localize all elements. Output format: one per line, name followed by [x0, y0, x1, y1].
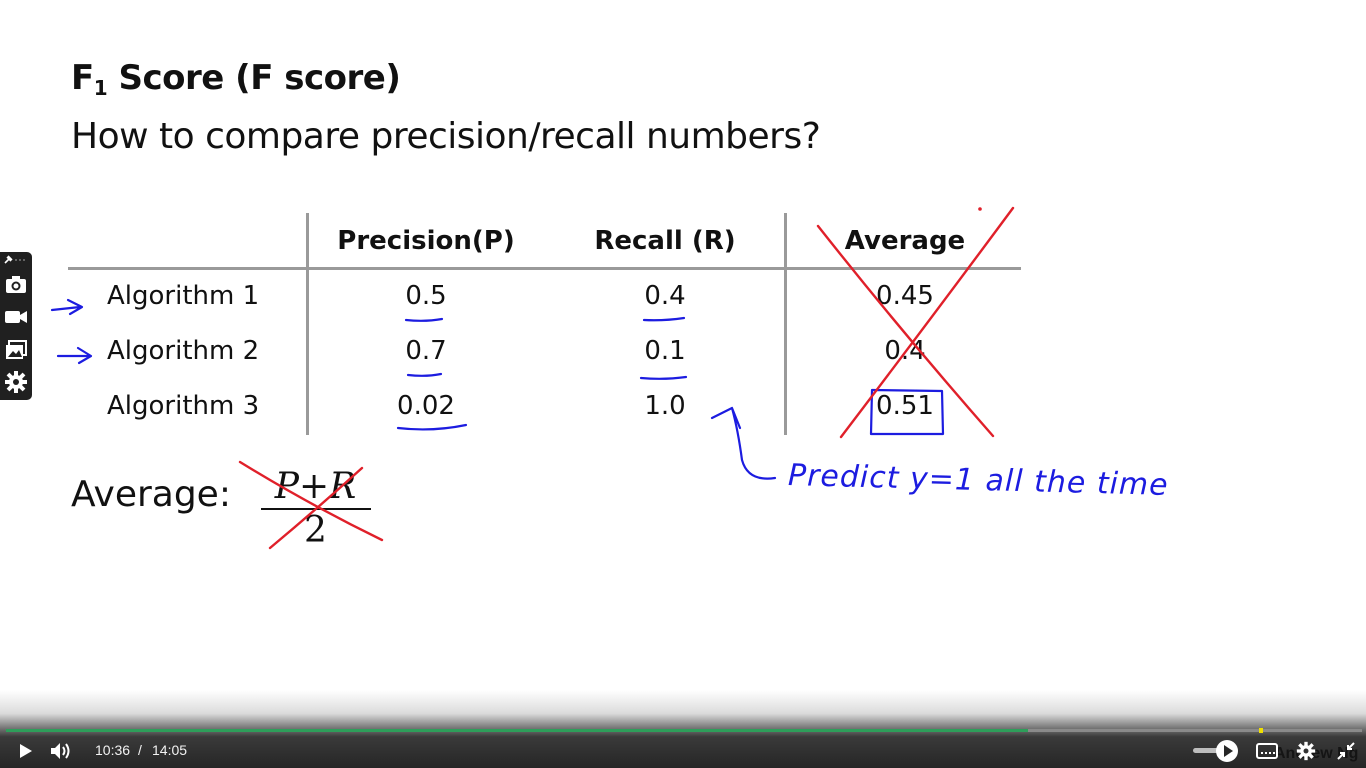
- cell-precision-2: 0.7: [405, 336, 447, 366]
- cell-precision-1: 0.5: [405, 281, 447, 311]
- play-button[interactable]: [14, 740, 36, 762]
- gallery-icon[interactable]: [3, 337, 29, 363]
- underline-recall-2: [639, 375, 688, 380]
- strike-average-a: [816, 224, 995, 438]
- table-header-rule: [68, 267, 1021, 270]
- exit-fullscreen-icon: [1337, 742, 1355, 760]
- table-column-rule-2: [784, 213, 787, 435]
- strike-formula-a: [238, 460, 384, 542]
- progress-bar[interactable]: [6, 728, 1362, 733]
- progress-buffer-marker: [1258, 728, 1263, 733]
- cell-precision-3: 0.02: [397, 391, 455, 421]
- progress-played: [6, 729, 1029, 732]
- box-average-3: [869, 388, 945, 436]
- table-column-rule-1: [306, 213, 309, 435]
- curved-arrow: [710, 406, 777, 480]
- strike-formula-b: [268, 466, 364, 550]
- arrow-row-2: [56, 346, 93, 365]
- watermark: Andrew Ng: [1274, 745, 1359, 762]
- average-formula: P+R 2: [258, 466, 373, 551]
- captions-icon: [1256, 743, 1278, 759]
- formula-denominator: 2: [304, 510, 327, 551]
- underline-precision-3: [396, 423, 468, 431]
- row-label-algorithm-3: Algorithm 3: [107, 391, 260, 421]
- slide-title: F1 Score (F score): [71, 58, 401, 100]
- current-time: 10:36: [95, 742, 131, 758]
- cell-recall-3: 1.0: [644, 391, 686, 421]
- capture-tool-panel: [0, 252, 32, 400]
- pin-icon[interactable]: [2, 253, 30, 267]
- header-precision: Precision(P): [337, 226, 515, 256]
- row-label-algorithm-2: Algorithm 2: [107, 336, 260, 366]
- speed-slider[interactable]: [1193, 748, 1227, 753]
- gear-icon[interactable]: [3, 369, 29, 395]
- settings-icon: [1296, 741, 1316, 761]
- arrow-row-1: [50, 298, 84, 316]
- volume-button[interactable]: [48, 740, 74, 762]
- cell-recall-2: 0.1: [644, 336, 686, 366]
- title-subscript: 1: [93, 76, 108, 100]
- duration: 14:05: [152, 742, 188, 758]
- underline-precision-2: [406, 372, 443, 377]
- row-label-algorithm-1: Algorithm 1: [107, 281, 260, 311]
- volume-icon: [51, 743, 70, 759]
- captions-button[interactable]: [1255, 740, 1279, 762]
- camera-icon[interactable]: [3, 272, 29, 298]
- red-dot: [978, 207, 982, 211]
- speed-icon[interactable]: [1216, 740, 1238, 762]
- play-icon: [20, 744, 32, 758]
- cell-average-1: 0.45: [876, 281, 934, 311]
- average-label: Average:: [71, 474, 231, 515]
- slide-subtitle: How to compare precision/recall numbers?: [71, 116, 821, 157]
- video-icon[interactable]: [3, 304, 29, 330]
- strike-average-b: [839, 206, 1015, 439]
- exit-fullscreen-button[interactable]: [1335, 740, 1357, 762]
- settings-button[interactable]: [1295, 740, 1317, 762]
- underline-precision-1: [404, 317, 444, 322]
- cell-recall-1: 0.4: [644, 281, 686, 311]
- time-separator: /: [138, 742, 142, 758]
- underline-recall-1: [642, 316, 686, 322]
- header-recall: Recall (R): [594, 226, 736, 256]
- cell-average-3: 0.51: [876, 391, 934, 421]
- header-average: Average: [844, 226, 966, 256]
